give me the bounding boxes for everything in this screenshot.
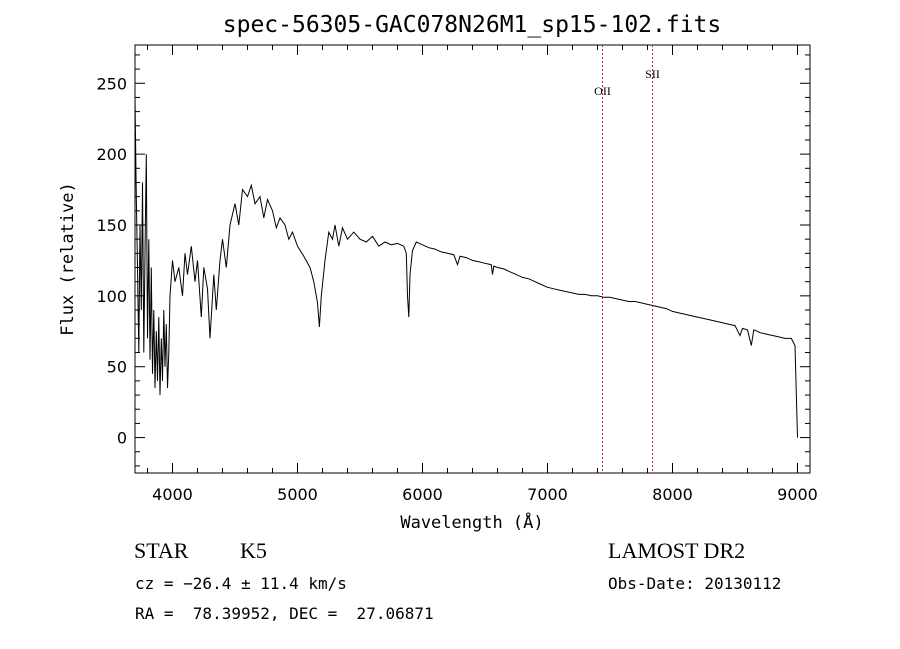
spectral-line-markers: OII SII [594,45,660,473]
obs-date: Obs-Date: 20130112 [608,574,782,593]
x-tick-label: 8000 [652,485,693,504]
marker-label-oii: OII [594,84,611,98]
y-tick-label: 250 [96,74,127,93]
y-tick-label: 200 [96,145,127,164]
x-tick-label: 9000 [777,485,818,504]
object-class: STAR [134,538,189,563]
coordinates-readout: RA = 78.39952, DEC = 27.06871 [135,604,434,623]
y-axis: 0 50 100 150 200 250 [96,54,810,467]
plot-frame [134,44,811,474]
x-tick-label: 4000 [152,485,193,504]
y-tick-label: 0 [117,429,127,448]
x-tick-label: 5000 [277,485,318,504]
y-tick-label: 150 [96,216,127,235]
x-tick-label: 6000 [402,485,443,504]
x-tick-label: 7000 [527,485,568,504]
survey-name: LAMOST DR2 [608,538,746,563]
velocity-readout: cz = −26.4 ± 11.4 km/s [135,574,347,593]
marker-label-sii: SII [645,67,660,81]
object-subclass: K5 [240,538,267,563]
x-axis: 4000 5000 6000 7000 8000 9000 [147,45,818,504]
y-axis-label: Flux (relative) [58,182,78,336]
chart-title: spec-56305-GAC078N26M1_sp15-102.fits [223,12,722,38]
spectrum-series-line [134,97,798,438]
x-axis-label: Wavelength (Å) [400,511,543,533]
y-tick-label: 100 [96,287,127,306]
y-tick-label: 50 [107,358,127,377]
